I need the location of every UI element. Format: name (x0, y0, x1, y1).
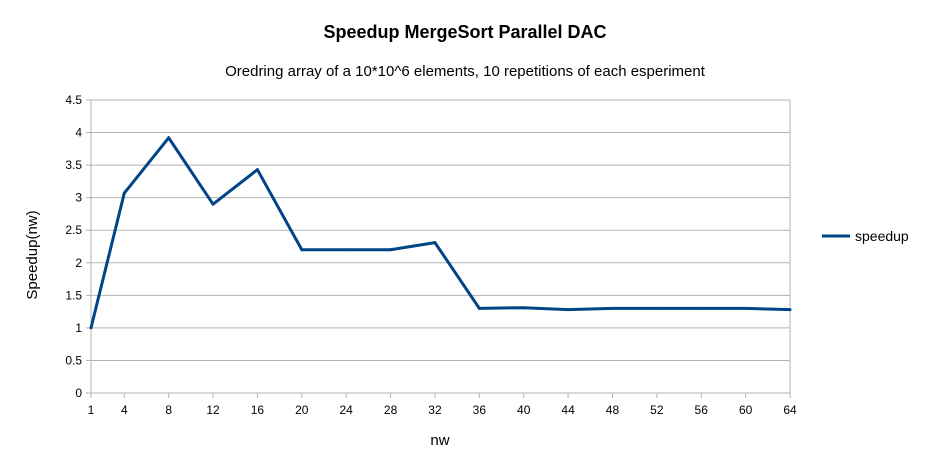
x-tick-label: 16 (251, 403, 265, 417)
x-tick-label: 4 (121, 403, 128, 417)
x-tick-label: 40 (517, 403, 531, 417)
x-tick-label: 52 (650, 403, 664, 417)
data-point (522, 306, 526, 310)
chart-title: Speedup MergeSort Parallel DAC (323, 22, 606, 42)
data-point (433, 241, 437, 245)
x-tick-label: 44 (561, 403, 575, 417)
data-point (344, 248, 348, 252)
data-point (744, 306, 748, 310)
x-tick-label: 12 (206, 403, 220, 417)
y-tick-label: 0 (75, 386, 82, 400)
data-point (211, 202, 215, 206)
x-tick-label: 56 (695, 403, 709, 417)
data-point (610, 306, 614, 310)
data-point (477, 306, 481, 310)
data-point (566, 308, 570, 312)
y-tick-label: 2 (75, 256, 82, 270)
data-point (167, 136, 171, 140)
chart-subtitle: Oredring array of a 10*10^6 elements, 10… (225, 63, 706, 80)
data-point (89, 326, 93, 330)
x-tick-label: 48 (606, 403, 620, 417)
y-tick-label: 1 (75, 321, 82, 335)
y-tick-label: 4.5 (65, 93, 82, 107)
y-axis-label: Speedup(nw) (24, 210, 41, 299)
x-tick-label: 64 (783, 403, 797, 417)
x-tick-label: 8 (165, 403, 172, 417)
x-tick-label: 60 (739, 403, 753, 417)
axes (90, 100, 791, 398)
x-tick-label: 28 (384, 403, 398, 417)
x-tick-label: 1 (88, 403, 95, 417)
y-tick-label: 1.5 (65, 288, 82, 302)
series-group (89, 136, 792, 330)
data-point (255, 168, 259, 172)
y-tick-label: 4 (75, 126, 82, 140)
y-tick-label: 2.5 (65, 223, 82, 237)
y-tick-label: 3 (75, 191, 82, 205)
data-point (300, 248, 304, 252)
x-axis-label: nw (430, 432, 449, 449)
data-point (788, 308, 792, 312)
x-tick-label: 24 (340, 403, 354, 417)
data-point (699, 306, 703, 310)
x-tick-label: 20 (295, 403, 309, 417)
y-tick-label: 0.5 (65, 353, 82, 367)
data-point (122, 191, 126, 195)
data-point (389, 248, 393, 252)
y-tick-label: 3.5 (65, 158, 82, 172)
legend: speedup (822, 228, 909, 244)
x-tick-label: 32 (428, 403, 442, 417)
x-tick-labels: 1 4 8 12 16 20 24 28 32 36 40 44 48 52 56 60 64 (88, 403, 797, 417)
series-line-speedup (89, 136, 791, 329)
data-point (655, 306, 659, 310)
x-tick-label: 36 (473, 403, 487, 417)
legend-label-speedup: speedup (855, 228, 909, 244)
y-tick-labels: 0 0.5 1 1.5 2 2.5 3 3.5 4 4.5 (65, 93, 82, 400)
